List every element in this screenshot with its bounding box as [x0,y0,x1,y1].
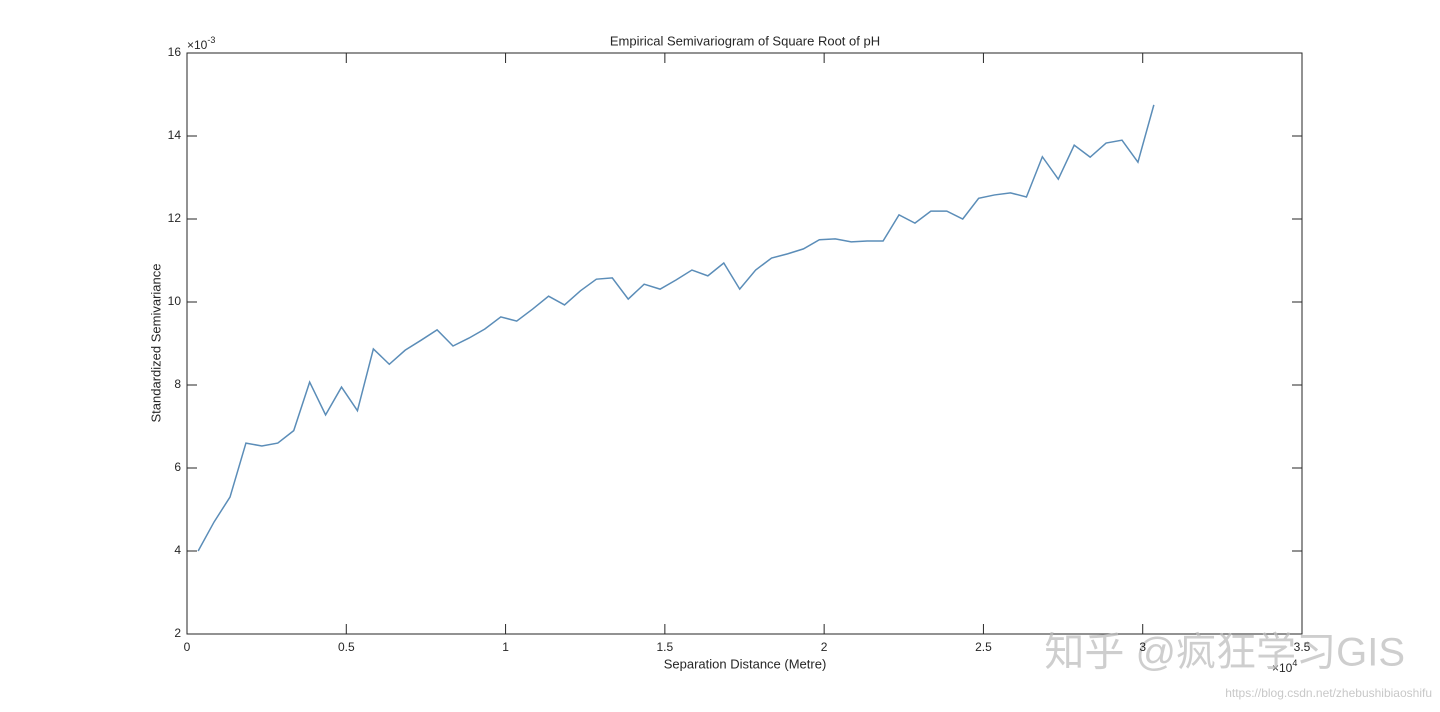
exponent-power: 4 [1292,658,1297,668]
y-tick-label: 12 [168,211,182,225]
y-tick-label: 6 [174,460,181,474]
exponent-base: ×10 [1272,661,1293,675]
x-tick-label: 3.5 [1294,640,1311,654]
data-line [197,104,1155,552]
x-tick-label: 0 [184,640,191,654]
y-tick-label: 10 [168,294,182,308]
x-tick-label: 1.5 [657,640,674,654]
x-tick-label: 2.5 [975,640,992,654]
exponent-base: ×10 [187,38,208,52]
chart-title: Empirical Semivariogram of Square Root o… [610,33,880,48]
watermark: 知乎 @疯狂学习GIS [1044,631,1405,675]
x-exponent: ×104 [1272,658,1297,675]
y-tick-label: 16 [168,45,182,59]
plot-area [186,52,1303,635]
y-tick-label: 2 [174,626,181,640]
y-tick-label: 14 [168,128,182,142]
watermark-url: https://blog.csdn.net/zhebushibiaoshifu [1225,686,1432,700]
y-tick-label: 4 [174,543,181,557]
x-tick-label: 3 [1139,640,1146,654]
x-axis-label: Separation Distance (Metre) [664,656,827,671]
x-tick-label: 1 [502,640,509,654]
exponent-power: -3 [207,35,215,45]
x-tick-label: 0.5 [338,640,355,654]
y-axis-label: Standardized Semivariance [148,264,163,423]
x-tick-label: 2 [821,640,828,654]
y-tick-label: 8 [174,377,181,391]
y-exponent: ×10-3 [187,35,215,52]
